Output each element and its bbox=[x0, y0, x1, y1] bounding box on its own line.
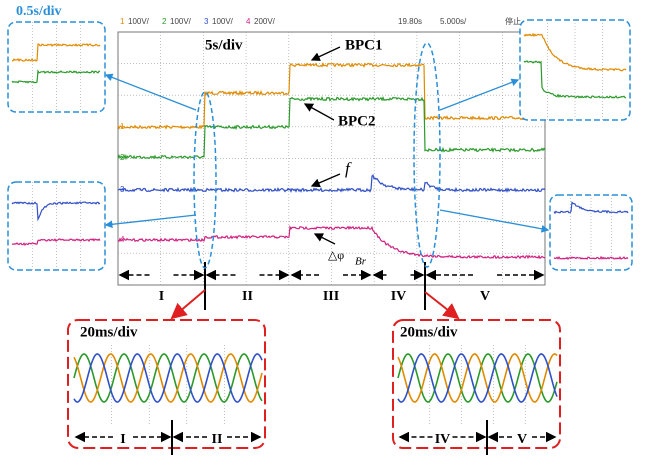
interval-label: I bbox=[159, 289, 164, 304]
bpc1-label: BPC1 bbox=[345, 37, 383, 53]
channel-number: 2 bbox=[162, 17, 167, 26]
phase-subscript: Br bbox=[355, 256, 367, 268]
inset-scale-label: 20ms/div bbox=[80, 324, 138, 340]
inset-scale-label: 20ms/div bbox=[400, 324, 458, 340]
channel-scale: 100V/ bbox=[212, 17, 234, 26]
zoom-link bbox=[172, 290, 205, 318]
zoom-inset bbox=[8, 182, 105, 270]
time-scale: 5.000s/ bbox=[440, 17, 467, 26]
status: 停止 bbox=[505, 16, 521, 26]
interval-label: IV bbox=[435, 432, 451, 447]
figure: 1 100V/ 2 100V/ 3 100V/ 4 200V/ 19.80s 5… bbox=[0, 0, 646, 462]
channel-scale: 100V/ bbox=[128, 17, 150, 26]
scope-header: 1 100V/ 2 100V/ 3 100V/ 4 200V/ 19.80s 5… bbox=[120, 16, 521, 26]
interval-label: III bbox=[323, 289, 339, 304]
interval-label: II bbox=[212, 432, 223, 447]
interval-label: II bbox=[242, 289, 253, 304]
interval-label: IV bbox=[391, 289, 407, 304]
bpc2-label: BPC2 bbox=[338, 113, 376, 129]
inset-scale-label: 0.5s/div bbox=[16, 4, 62, 19]
interval-label: V bbox=[480, 289, 490, 304]
zoom-link bbox=[425, 292, 458, 318]
time-position: 19.80s bbox=[398, 17, 422, 26]
channel-number: 1 bbox=[120, 17, 125, 26]
channel-scale: 200V/ bbox=[254, 17, 276, 26]
time-scale-label: 5s/div bbox=[205, 37, 243, 53]
channel-number: 3 bbox=[204, 17, 209, 26]
delta-symbol: △φ bbox=[328, 248, 344, 262]
channel-number: 4 bbox=[246, 17, 251, 26]
interval-label: I bbox=[120, 432, 125, 447]
interval-label: V bbox=[517, 432, 527, 447]
channel-scale: 100V/ bbox=[170, 17, 192, 26]
